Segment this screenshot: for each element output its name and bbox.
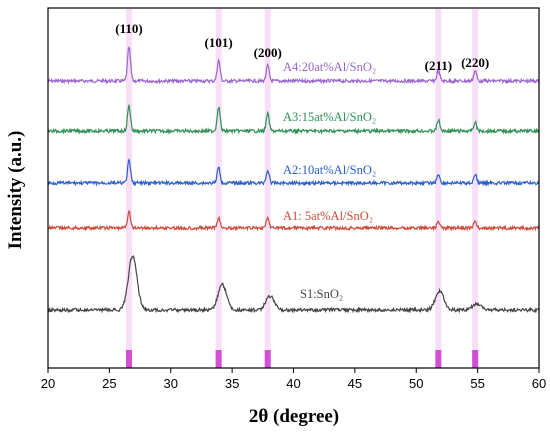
series-line-1 <box>47 104 540 135</box>
series-label-3: A1: 5at%Al/SnO₂ <box>283 209 373 223</box>
series-lines <box>47 46 540 314</box>
reference-line-0 <box>126 9 133 367</box>
peak-label-2: (200) <box>254 45 282 60</box>
x-tick-label-2: 30 <box>164 376 178 391</box>
peak-label-1: (101) <box>205 35 233 50</box>
x-tick-label-8: 60 <box>532 376 546 391</box>
reference-bar-4 <box>472 350 479 368</box>
x-tick-label-1: 25 <box>102 376 116 391</box>
series-line-3 <box>47 209 540 232</box>
series-label-2: A2:10at%Al/SnO₂ <box>283 163 376 177</box>
reference-bars <box>126 350 479 368</box>
x-tick-label-3: 35 <box>225 376 239 391</box>
x-tick-label-6: 50 <box>409 376 423 391</box>
series-line-2 <box>47 157 540 187</box>
x-tick-label-7: 55 <box>470 376 484 391</box>
peak-labels: (110) (101) (200) (211) (220) <box>115 21 489 73</box>
series-label-4: S1:SnO₂ <box>300 287 343 301</box>
reference-bar-2 <box>264 350 271 368</box>
series-line-4 <box>47 254 540 314</box>
x-axis-ticks: 20 25 30 35 40 45 50 55 60 <box>41 368 546 391</box>
peak-label-3: (211) <box>425 58 452 73</box>
reference-bar-3 <box>435 350 442 368</box>
x-axis-title: 2θ (degree) <box>249 406 339 427</box>
reference-lines <box>126 9 479 367</box>
series-label-0: A4:20at%Al/SnO₂ <box>283 60 376 74</box>
x-tick-label-4: 40 <box>286 376 300 391</box>
reference-bar-1 <box>215 350 222 368</box>
series-label-1: A3:15at%Al/SnO₂ <box>283 110 376 124</box>
reference-bar-0 <box>126 350 133 368</box>
reference-line-3 <box>435 9 442 367</box>
series-line-0 <box>47 46 540 85</box>
reference-line-2 <box>264 9 271 367</box>
series-labels: A4:20at%Al/SnO₂ A3:15at%Al/SnO₂ A2:10at%Al… <box>283 60 376 301</box>
x-tick-label-5: 45 <box>348 376 362 391</box>
x-tick-label-0: 20 <box>41 376 55 391</box>
peak-label-4: (220) <box>461 55 489 70</box>
reference-line-1 <box>215 9 222 367</box>
y-axis-title: Intensity (a.u.) <box>5 131 26 250</box>
reference-line-4 <box>472 9 479 367</box>
peak-label-0: (110) <box>115 21 142 36</box>
